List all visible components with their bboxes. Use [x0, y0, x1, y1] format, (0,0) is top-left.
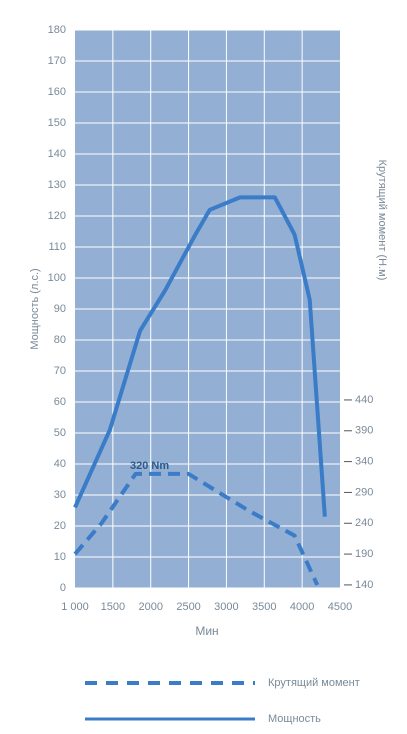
y-tick-label: 60 — [54, 396, 66, 408]
y-tick-label: 130 — [48, 179, 66, 191]
x-tick-label: 1500 — [101, 601, 125, 613]
legend-label: Крутящий момент — [268, 677, 360, 689]
y2-tick-label: 390 — [355, 425, 373, 437]
y-tick-label: 180 — [48, 24, 66, 36]
legend-label: Мощность — [268, 713, 321, 725]
y2-tick-label: 340 — [355, 456, 373, 468]
x-tick-label: 3500 — [252, 601, 276, 613]
x-tick-label: 2000 — [138, 601, 162, 613]
y-tick-label: 50 — [54, 427, 66, 439]
y2-tick-label: 290 — [355, 486, 373, 498]
series-line — [73, 195, 327, 517]
y2-axis-label: Крутящий момент (Н.м) — [376, 160, 388, 281]
x-axis-label: Мин — [195, 624, 218, 638]
y-tick-label: 20 — [54, 520, 66, 532]
y-tick-label: 160 — [48, 86, 66, 98]
x-tick-label: 4500 — [328, 601, 352, 613]
y-tick-label: 70 — [54, 365, 66, 377]
y-tick-label: 170 — [48, 55, 66, 67]
x-tick-label: 1 000 — [61, 601, 89, 613]
y-tick-label: 100 — [48, 272, 66, 284]
y-tick-label: 120 — [48, 210, 66, 222]
y-tick-label: 10 — [54, 551, 66, 563]
annotation: 320 Nm — [130, 460, 169, 472]
x-tick-label: 4000 — [290, 601, 314, 613]
y-tick-label: 90 — [54, 303, 66, 315]
y-tick-label: 80 — [54, 334, 66, 346]
y2-tick-label: 190 — [355, 548, 373, 560]
y-tick-label: 150 — [48, 117, 66, 129]
y2-tick-label: 240 — [355, 517, 373, 529]
series-line — [73, 471, 320, 586]
y-tick-label: 0 — [60, 582, 66, 594]
y2-tick-label: 440 — [355, 394, 373, 406]
y-tick-label: 30 — [54, 489, 66, 501]
y-axis-label: Мощность (л.с.) — [29, 268, 41, 349]
x-tick-label: 2500 — [176, 601, 200, 613]
y2-tick-label: 140 — [355, 579, 373, 591]
y-tick-label: 110 — [48, 241, 66, 253]
x-tick-label: 3000 — [214, 601, 238, 613]
y-tick-label: 140 — [48, 148, 66, 160]
y-tick-label: 40 — [54, 458, 66, 470]
